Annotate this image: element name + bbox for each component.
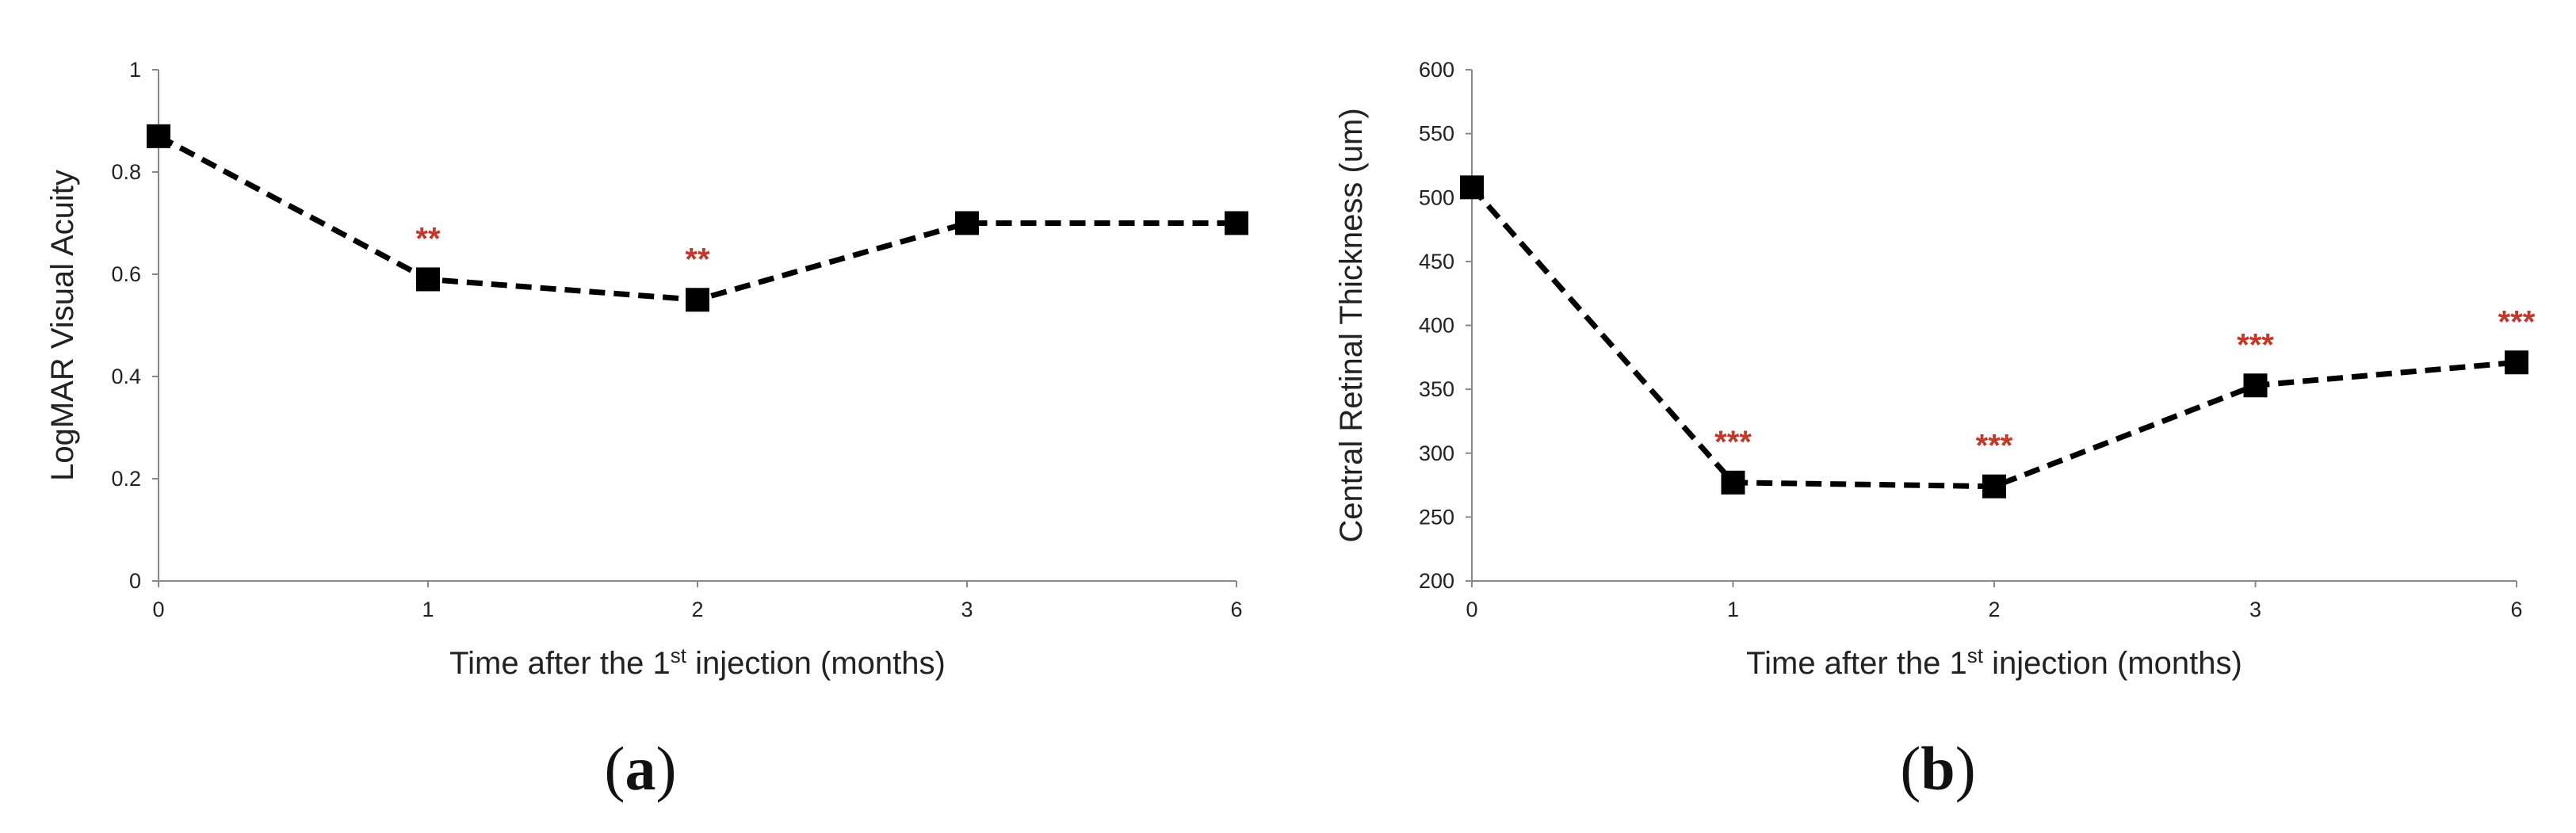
chart-a-svg: 0 0.2 0.4 0.6 0.8 1 0 1 2 3 6 ** ** Time after the 1… (45, 58, 1248, 803)
chart-a-point (147, 124, 170, 148)
chart-a-caption-letter: a (625, 734, 656, 803)
chart-b-xtick-label: 6 (2510, 598, 2522, 621)
chart-b-point (2505, 350, 2528, 375)
chart-b-caption-letter: b (1921, 734, 1955, 803)
chart-a-ytick-label: 0.2 (111, 467, 141, 491)
chart-b-point (1721, 470, 1745, 495)
chart-b-ylabel: Central Retinal Thickness (um) (1334, 108, 1369, 542)
chart-b-caption-close: ) (1955, 734, 1976, 803)
chart-b-xlabel-sup: st (1967, 644, 1984, 667)
chart-a-xlabel: Time after the 1st injection (months) (449, 644, 946, 681)
chart-b-ytick-label: 350 (1419, 377, 1454, 401)
chart-a-caption-open: ( (605, 734, 625, 803)
chart-b-significance-label: *** (1714, 425, 1752, 460)
chart-b-point (2243, 373, 2268, 398)
chart-b-ytick-label: 550 (1419, 122, 1454, 146)
chart-b-xtick-label: 2 (1988, 598, 2000, 621)
chart-b-significance-label: *** (1976, 429, 2013, 464)
chart-a-ylabel: LogMAR Visual Acuity (45, 170, 80, 481)
chart-b-caption-open: ( (1900, 734, 1921, 803)
chart-b-xtick-label: 3 (2249, 598, 2261, 621)
chart-a-xtick-label: 2 (691, 598, 703, 621)
chart-a-ytick-label: 1 (129, 58, 141, 82)
chart-b-point (1982, 474, 2006, 499)
chart-a-xtick-label: 1 (422, 598, 434, 621)
chart-b-ytick-label: 250 (1419, 505, 1454, 529)
chart-b-xlabel-suffix: injection (months) (1983, 646, 2242, 681)
chart-b-point (1460, 175, 1484, 200)
chart-b-series-line (1470, 185, 2517, 490)
chart-b-ytick-label: 200 (1419, 569, 1454, 593)
chart-a-significance-label: ** (685, 242, 710, 277)
chart-b-xtick-label: 1 (1727, 598, 1739, 621)
chart-b-plot: 200 250 300 350 400 450 500 550 600 0 1 2 3 6 *** *** **… (1419, 58, 2536, 621)
chart-b-significance-label: *** (2237, 327, 2274, 362)
chart-a-caption-close: ) (656, 734, 677, 803)
chart-b-significance-label: *** (2498, 304, 2536, 339)
chart-a-plot: 0 0.2 0.4 0.6 0.8 1 0 1 2 3 6 ** ** (111, 58, 1248, 621)
chart-a-xlabel-suffix: injection (months) (686, 646, 946, 681)
chart-b: 200 250 300 350 400 450 500 550 600 0 1 2 3 6 *** *** **… (1288, 0, 2576, 833)
chart-b-ytick-label: 300 (1419, 441, 1454, 465)
chart-a-ytick-label: 0.4 (111, 365, 141, 388)
chart-b-ytick-label: 400 (1419, 314, 1454, 338)
chart-b-ytick-label: 450 (1419, 250, 1454, 273)
chart-b-ytick-label: 500 (1419, 185, 1454, 209)
chart-a-xtick-label: 0 (152, 598, 164, 621)
chart-a-caption: (a) (605, 734, 677, 803)
chart-a-point (955, 211, 979, 235)
chart-a-ytick-label: 0.6 (111, 262, 141, 286)
chart-a-xtick-label: 6 (1230, 598, 1242, 621)
chart-b-xlabel-prefix: Time after the 1 (1746, 646, 1967, 681)
chart-b-caption: (b) (1900, 734, 1975, 803)
chart-a-xlabel-prefix: Time after the 1 (449, 646, 671, 681)
chart-a-xtick-label: 3 (961, 598, 973, 621)
chart-b-xlabel: Time after the 1st injection (months) (1746, 644, 2242, 681)
chart-a-significance-label: ** (415, 221, 441, 256)
chart-a-point (1225, 211, 1248, 235)
chart-a-xlabel-sup: st (671, 644, 687, 667)
chart-a-point (416, 267, 440, 292)
chart-a-point (686, 288, 709, 312)
chart-b-xtick-label: 0 (1466, 598, 1477, 621)
chart-a-ytick-label: 0 (129, 569, 141, 593)
chart-b-svg: 200 250 300 350 400 450 500 550 600 0 1 2 3 6 *** *** **… (1334, 58, 2536, 803)
chart-a-ytick-label: 0.8 (111, 160, 141, 184)
chart-b-ytick-label: 600 (1419, 58, 1454, 82)
chart-a: 0 0.2 0.4 0.6 0.8 1 0 1 2 3 6 ** ** Time after the 1… (45, 58, 1248, 803)
